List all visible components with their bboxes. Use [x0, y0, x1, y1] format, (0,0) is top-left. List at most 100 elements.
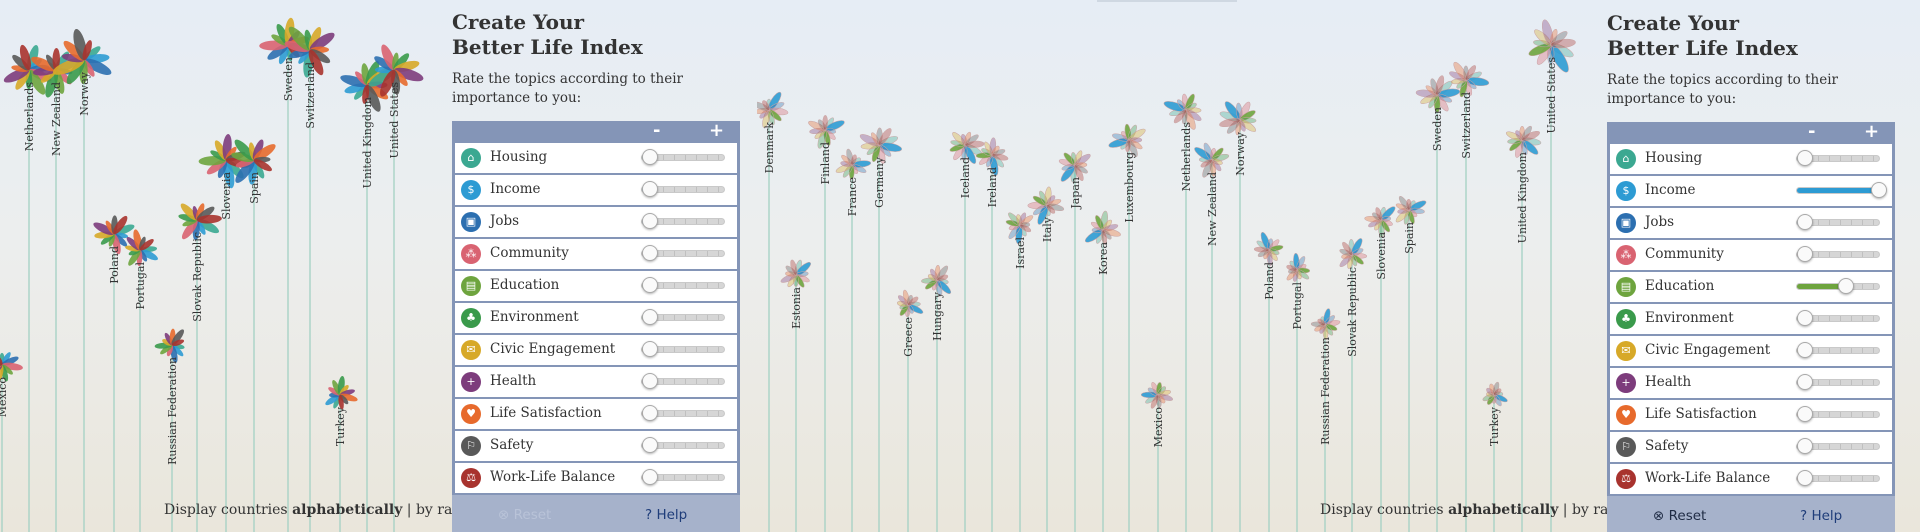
- slider-handle[interactable]: [642, 245, 659, 261]
- country-flower[interactable]: Switzerland: [283, 24, 337, 532]
- flower-petal: [308, 49, 324, 76]
- slider-handle[interactable]: [1871, 182, 1887, 198]
- country-flower[interactable]: Hungary: [921, 264, 952, 532]
- country-flower[interactable]: United States: [367, 43, 425, 532]
- country-flower[interactable]: United Kingdom: [339, 59, 396, 532]
- topic-slider[interactable]: [641, 181, 725, 197]
- slider-handle[interactable]: [1797, 150, 1814, 166]
- country-flower[interactable]: New Zealand: [29, 48, 81, 532]
- slider-handle[interactable]: [1797, 342, 1814, 358]
- topic-slider[interactable]: [641, 149, 725, 165]
- country-flower[interactable]: Germany: [859, 127, 903, 532]
- country-flower[interactable]: Japan: [1058, 150, 1092, 532]
- topic-slider[interactable]: [1796, 214, 1880, 230]
- slider-handle[interactable]: [1797, 246, 1814, 262]
- slider-handle[interactable]: [1797, 470, 1814, 486]
- country-flower[interactable]: Italy: [1027, 186, 1065, 532]
- topic-slider[interactable]: [1796, 342, 1880, 358]
- reset-button[interactable]: ⊗ Reset: [498, 507, 551, 523]
- country-flower[interactable]: United States: [1527, 19, 1576, 532]
- country-flower[interactable]: Norway: [51, 28, 114, 532]
- country-flower[interactable]: Slovak Republic: [1338, 237, 1368, 532]
- country-flower[interactable]: Netherlands: [1163, 93, 1203, 532]
- country-flower[interactable]: Greece: [896, 289, 924, 532]
- country-flower[interactable]: Slovenia: [198, 134, 251, 532]
- slider-handle[interactable]: [642, 437, 659, 453]
- slider-handle[interactable]: [642, 181, 659, 197]
- country-flower[interactable]: New Zealand: [1193, 142, 1230, 532]
- country-flower[interactable]: Spain: [1394, 195, 1427, 532]
- sort-alphabetically-link[interactable]: alphabetically: [292, 502, 403, 518]
- slider-handle[interactable]: [642, 277, 659, 293]
- slider-handle[interactable]: [1797, 374, 1814, 390]
- country-flower[interactable]: Russian Federation: [154, 328, 186, 532]
- topic-row: ▣ Jobs: [1610, 208, 1892, 238]
- slider-handle[interactable]: [642, 309, 659, 325]
- country-flower[interactable]: United Kingdom: [1505, 125, 1542, 532]
- slider-handle[interactable]: [642, 405, 659, 421]
- slider-handle[interactable]: [642, 469, 659, 485]
- country-flower[interactable]: Turkey: [324, 375, 359, 532]
- topic-slider[interactable]: [641, 277, 725, 293]
- topic-slider[interactable]: [1796, 470, 1880, 486]
- country-flower[interactable]: Estonia: [780, 259, 813, 532]
- country-flower[interactable]: Mexico: [0, 351, 23, 532]
- topic-slider[interactable]: [1796, 310, 1880, 326]
- help-button[interactable]: ? Help: [1800, 508, 1842, 524]
- topic-slider[interactable]: [1796, 278, 1880, 294]
- country-flower[interactable]: Russian Federation: [1310, 308, 1341, 532]
- topic-slider[interactable]: [641, 405, 725, 421]
- country-flower[interactable]: Portugal: [125, 229, 160, 532]
- country-flower[interactable]: Switzerland: [1448, 60, 1490, 532]
- country-flower[interactable]: Slovenia: [1364, 205, 1397, 532]
- topic-slider[interactable]: [1796, 246, 1880, 262]
- slider-handle[interactable]: [1797, 214, 1814, 230]
- country-flower[interactable]: Israel: [1005, 211, 1034, 532]
- subtitle: Rate the topics according to their impor…: [1607, 72, 1838, 107]
- country-flower[interactable]: Luxembourg: [1108, 123, 1147, 532]
- country-flower[interactable]: Finland: [807, 115, 846, 532]
- reset-button[interactable]: ⊗ Reset: [1653, 508, 1706, 524]
- increase-all-button[interactable]: +: [709, 120, 725, 141]
- topic-slider[interactable]: [1796, 182, 1887, 198]
- country-flower[interactable]: Poland: [1253, 231, 1284, 532]
- slider-handle[interactable]: [1797, 406, 1814, 422]
- topic-slider[interactable]: [641, 469, 725, 485]
- help-button[interactable]: ? Help: [645, 507, 687, 523]
- slider-handle[interactable]: [1838, 278, 1855, 294]
- slider-handle[interactable]: [642, 341, 659, 357]
- country-flower[interactable]: Turkey: [1482, 381, 1509, 532]
- country-flower[interactable]: Netherlands: [2, 44, 53, 532]
- slider-handle[interactable]: [642, 373, 659, 389]
- topic-slider[interactable]: [641, 373, 725, 389]
- slider-handle[interactable]: [642, 213, 659, 229]
- topic-slider[interactable]: [1796, 150, 1880, 166]
- topic-slider[interactable]: [641, 213, 725, 229]
- country-flower[interactable]: Ireland: [975, 137, 1009, 532]
- slider-handle[interactable]: [1797, 438, 1814, 454]
- slider-handle[interactable]: [1797, 310, 1814, 326]
- decrease-all-button[interactable]: -: [653, 120, 661, 141]
- country-flower[interactable]: Mexico: [1140, 381, 1173, 532]
- topic-slider[interactable]: [641, 245, 725, 261]
- country-flower[interactable]: Portugal: [1285, 252, 1311, 532]
- topic-slider[interactable]: [641, 437, 725, 453]
- country-flower[interactable]: Denmark: [757, 90, 789, 532]
- country-flower[interactable]: France: [835, 148, 872, 532]
- topic-slider[interactable]: [641, 341, 725, 357]
- increase-all-button[interactable]: +: [1864, 121, 1880, 142]
- topic-slider[interactable]: [1796, 438, 1880, 454]
- topic-slider[interactable]: [1796, 374, 1880, 390]
- country-flower[interactable]: Spain: [230, 137, 277, 532]
- slider-handle[interactable]: [642, 149, 659, 165]
- topic-slider[interactable]: [641, 309, 725, 325]
- topic-slider[interactable]: [1796, 406, 1880, 422]
- sort-alphabetically-link[interactable]: alphabetically: [1448, 502, 1559, 518]
- country-flower[interactable]: Korea: [1083, 210, 1121, 532]
- country-flower[interactable]: Sweden: [1415, 75, 1461, 532]
- country-flower[interactable]: Iceland: [949, 131, 985, 532]
- country-flower[interactable]: Norway: [1219, 99, 1258, 532]
- decrease-all-button[interactable]: -: [1808, 121, 1816, 142]
- country-flower[interactable]: Slovak Republic: [178, 201, 222, 532]
- country-flower[interactable]: Poland: [92, 214, 136, 532]
